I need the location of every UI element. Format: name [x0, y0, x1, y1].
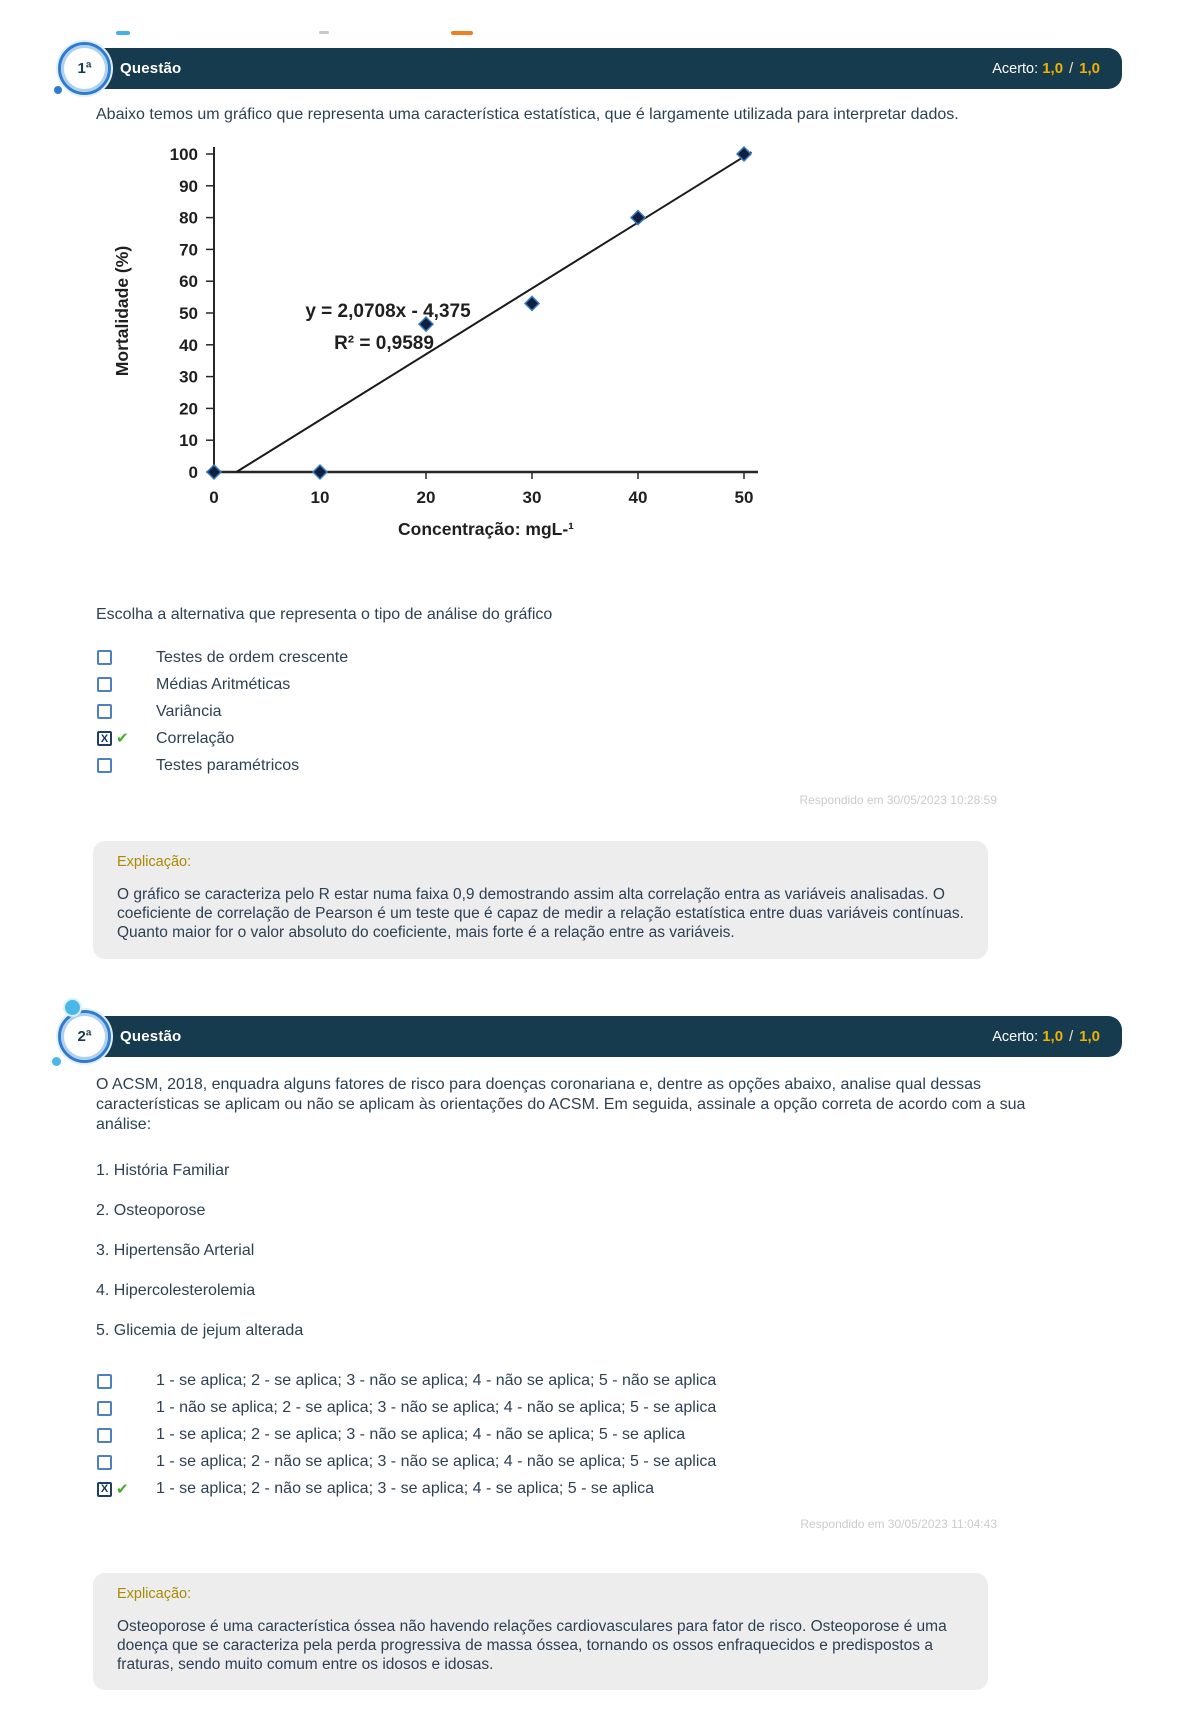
- svg-text:40: 40: [629, 488, 648, 507]
- explanation-title: Explicação:: [117, 854, 192, 870]
- svg-text:40: 40: [179, 336, 198, 355]
- question-1-options: Testes de ordem crescente Médias Aritmét…: [97, 644, 1122, 779]
- option-row[interactable]: Médias Aritméticas: [97, 671, 1122, 698]
- svg-text:10: 10: [311, 488, 330, 507]
- answered-timestamp: Respondido em 30/05/2023 10:28:59: [799, 793, 998, 807]
- question-1-choose-label: Escolha a alternativa que representa o t…: [96, 606, 553, 623]
- option-label: 1 - se aplica; 2 - não se aplica; 3 - se…: [156, 1480, 655, 1498]
- option-label: 1 - se aplica; 2 - não se aplica; 3 - nã…: [156, 1453, 717, 1471]
- svg-text:20: 20: [179, 399, 198, 418]
- svg-text:70: 70: [179, 240, 198, 259]
- svg-text:90: 90: [179, 177, 198, 196]
- question-2-section: 2ª Questão Acerto: 1,0 / 1,0 O ACSM, 201…: [52, 999, 1122, 1691]
- score-total: 1,0: [1079, 60, 1100, 77]
- option-row[interactable]: Testes de ordem crescente: [97, 644, 1122, 671]
- svg-text:0: 0: [189, 463, 198, 482]
- option-row[interactable]: 1 - se aplica; 2 - se aplica; 3 - não se…: [97, 1422, 1122, 1449]
- score-label: Acerto:: [992, 61, 1039, 77]
- svg-text:30: 30: [179, 368, 198, 387]
- explanation-box: Explicação: O gráfico se caracteriza pel…: [93, 841, 988, 959]
- checkbox-checked[interactable]: X: [97, 1481, 112, 1497]
- svg-text:50: 50: [735, 488, 754, 507]
- option-row[interactable]: 1 - se aplica; 2 - não se aplica; 3 - nã…: [97, 1449, 1122, 1476]
- option-row[interactable]: 1 - se aplica; 2 - se aplica; 3 - não se…: [97, 1368, 1122, 1395]
- svg-text:60: 60: [179, 272, 198, 291]
- svg-text:30: 30: [523, 488, 542, 507]
- question-1-score: Acerto: 1,0 / 1,0: [992, 60, 1100, 77]
- option-label: Testes de ordem crescente: [156, 648, 349, 666]
- score-total: 1,0: [1079, 1027, 1100, 1045]
- option-label: Variância: [156, 702, 222, 720]
- score-separator: /: [1069, 61, 1074, 77]
- checkbox[interactable]: [97, 1373, 112, 1389]
- svg-text:50: 50: [179, 304, 198, 323]
- option-label: 1 - não se aplica; 2 - se aplica; 3 - nã…: [156, 1399, 717, 1417]
- checkbox[interactable]: [97, 1427, 112, 1443]
- explanation-body: Osteoporose é uma característica óssea n…: [117, 1617, 947, 1674]
- correct-check-icon: ✔: [116, 730, 129, 747]
- risk-factor-list: 1. História Familiar 2. Osteoporose 3. H…: [96, 1162, 1122, 1340]
- svg-text:y = 2,0708x - 4,375: y = 2,0708x - 4,375: [305, 301, 471, 322]
- scatter-chart: 0 10 20 30 40 50 60 70 80 90 100 0 10 20 30 40 50 y = 2,0…: [98, 139, 788, 556]
- checkbox[interactable]: [97, 650, 112, 665]
- question-1-title: Questão: [120, 60, 182, 77]
- list-item: 3. Hipertensão Arterial: [96, 1241, 255, 1259]
- question-1-prompt: Abaixo temos um gráfico que representa u…: [96, 106, 959, 123]
- list-item: 5. Glicemia de jejum alterada: [96, 1321, 304, 1339]
- list-item: 2. Osteoporose: [96, 1201, 206, 1219]
- question-2-header: 2ª Questão Acerto: 1,0 / 1,0: [52, 999, 1122, 1066]
- svg-text:0: 0: [209, 488, 218, 507]
- list-item: 1. História Familiar: [96, 1161, 230, 1179]
- question-1-number: 1ª: [77, 60, 92, 77]
- svg-text:20: 20: [417, 488, 436, 507]
- question-2-number-badge: 2ª: [52, 999, 111, 1066]
- list-item: 4. Hipercolesterolemia: [96, 1281, 256, 1299]
- checkbox[interactable]: [97, 758, 112, 773]
- top-artifact-orange: [451, 31, 473, 35]
- option-label: Médias Aritméticas: [156, 675, 291, 693]
- question-2-options: 1 - se aplica; 2 - se aplica; 3 - não se…: [97, 1368, 1122, 1503]
- checkbox-checked[interactable]: X: [97, 731, 112, 746]
- score-obtained: 1,0: [1042, 60, 1064, 77]
- correct-check-icon: ✔: [116, 1480, 129, 1498]
- option-row-selected[interactable]: X ✔ Correlação: [97, 725, 1122, 752]
- question-2-score: Acerto: 1,0 / 1,0: [992, 1028, 1100, 1045]
- score-separator: /: [1069, 1028, 1074, 1045]
- question-1-section: 1ª Questão Acerto: 1,0 / 1,0 Abaixo temo…: [54, 42, 1122, 959]
- answered-timestamp: Respondido em 30/05/2023 11:04:43: [800, 1516, 997, 1531]
- option-row-selected[interactable]: X ✔ 1 - se aplica; 2 - não se aplica; 3 …: [97, 1476, 1122, 1503]
- option-label: 1 - se aplica; 2 - se aplica; 3 - não se…: [156, 1426, 686, 1444]
- svg-text:10: 10: [179, 431, 198, 450]
- option-row[interactable]: 1 - não se aplica; 2 - se aplica; 3 - nã…: [97, 1395, 1122, 1422]
- explanation-box: Explicação: Osteoporose é uma caracterís…: [93, 1572, 988, 1691]
- svg-text:80: 80: [179, 209, 198, 228]
- score-label: Acerto:: [992, 1028, 1039, 1045]
- option-label: 1 - se aplica; 2 - se aplica; 3 - não se…: [156, 1372, 717, 1390]
- checkbox[interactable]: [97, 704, 112, 719]
- explanation-body: O gráfico se caracteriza pelo R estar nu…: [117, 886, 964, 942]
- checkbox[interactable]: [97, 1400, 112, 1416]
- svg-text:R² = 0,9589: R² = 0,9589: [334, 333, 434, 354]
- checkbox[interactable]: [97, 1454, 112, 1470]
- question-1-header: 1ª Questão Acerto: 1,0 / 1,0: [54, 42, 1122, 95]
- question-2-title: Questão: [120, 1027, 182, 1045]
- explanation-title: Explicação:: [117, 1585, 192, 1602]
- checkbox[interactable]: [97, 677, 112, 692]
- top-artifact-gray: [319, 31, 329, 34]
- option-label: Correlação: [156, 729, 235, 747]
- svg-text:Concentração: mgL-¹: Concentração: mgL-¹: [398, 519, 574, 539]
- question-2-prompt: O ACSM, 2018, enquadra alguns fatores de…: [96, 1075, 1026, 1134]
- svg-text:100: 100: [170, 145, 198, 164]
- top-artifact-blue: [116, 31, 130, 35]
- option-label: Testes paramétricos: [156, 756, 300, 774]
- question-1-number-badge: 1ª: [54, 42, 111, 95]
- option-row[interactable]: Variância: [97, 698, 1122, 725]
- svg-text:Mortalidade (%): Mortalidade (%): [112, 246, 132, 376]
- question-2-number: 2ª: [77, 1027, 92, 1045]
- option-row[interactable]: Testes paramétricos: [97, 752, 1122, 779]
- score-obtained: 1,0: [1042, 1027, 1064, 1045]
